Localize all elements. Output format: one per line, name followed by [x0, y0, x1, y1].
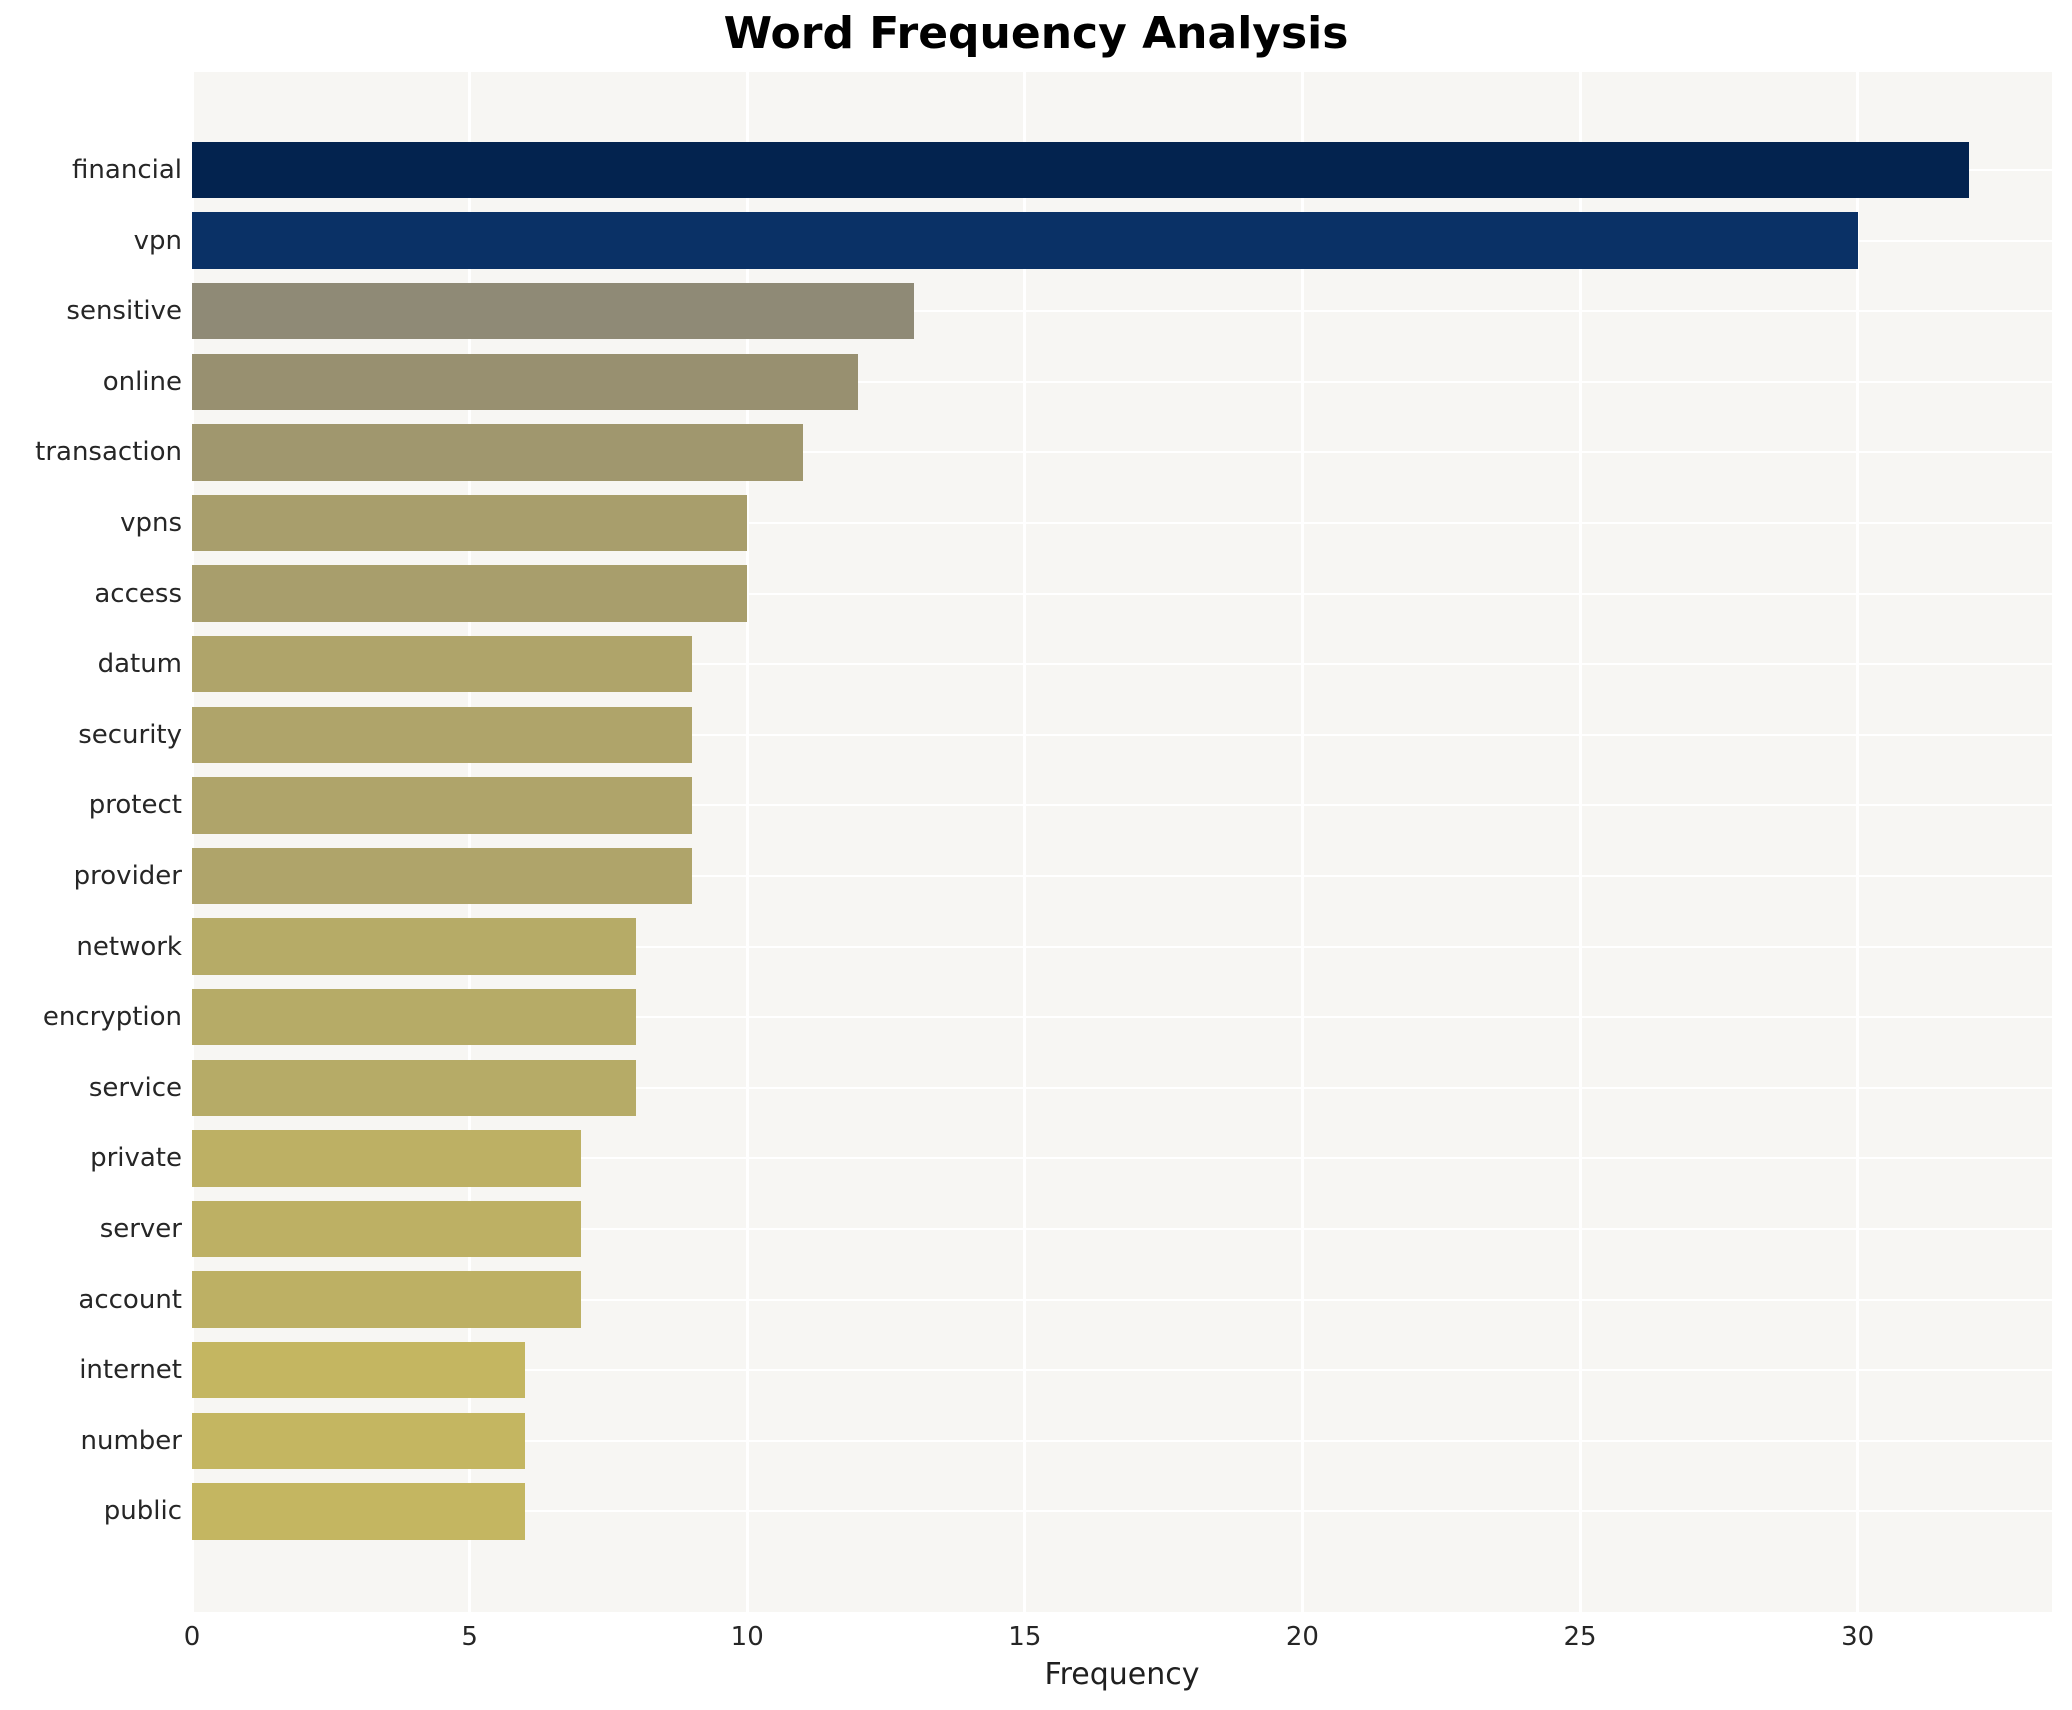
- x-tick-label-20: 20: [1285, 1622, 1319, 1652]
- category-label-protect: protect: [88, 790, 182, 821]
- bar-datum: [192, 635, 692, 693]
- gridline-x: [1023, 72, 1027, 1612]
- category-label-transaction: transaction: [35, 437, 182, 468]
- gridline-y: [192, 1439, 2052, 1442]
- gridline-y: [192, 663, 2052, 666]
- category-label-private: private: [90, 1143, 182, 1174]
- plot-area: [190, 72, 2052, 1612]
- category-label-service: service: [88, 1072, 182, 1103]
- category-label-number: number: [80, 1425, 182, 1456]
- bar-public: [192, 1483, 526, 1540]
- x-tick-label-0: 0: [183, 1622, 201, 1652]
- category-label-vpn: vpn: [133, 225, 182, 256]
- x-tick-label-15: 15: [1008, 1622, 1042, 1652]
- gridline-x: [1578, 72, 1582, 1612]
- gridline-y: [192, 1510, 2052, 1513]
- gridline-y: [192, 592, 2052, 595]
- gridline-y: [192, 451, 2052, 454]
- bar-provider: [192, 847, 692, 905]
- category-label-account: account: [78, 1284, 182, 1315]
- bar-online: [192, 353, 859, 411]
- bar-network: [192, 918, 637, 975]
- bar-internet: [192, 1341, 526, 1399]
- gridline-y: [192, 1369, 2052, 1372]
- category-label-public: public: [103, 1496, 182, 1527]
- gridline-x: [1300, 72, 1304, 1612]
- category-label-sensitive: sensitive: [66, 296, 182, 327]
- gridline-y: [192, 875, 2052, 877]
- gridline-y: [192, 522, 2052, 524]
- bar-sensitive: [192, 282, 914, 340]
- gridline-y: [192, 1016, 2052, 1019]
- x-axis-title: Frequency: [1044, 1657, 1200, 1692]
- bar-transaction: [192, 424, 803, 481]
- x-tick-label-30: 30: [1841, 1622, 1875, 1652]
- gridline-x: [468, 72, 472, 1612]
- gridline-y: [192, 733, 2052, 736]
- category-label-datum: datum: [97, 649, 182, 680]
- chart-title: Word Frequency Analysis: [723, 8, 1349, 59]
- category-label-server: server: [99, 1214, 182, 1244]
- gridline-y: [192, 945, 2052, 948]
- bar-financial: [192, 141, 1969, 199]
- gridline-y: [192, 1086, 2052, 1089]
- bar-account: [192, 1271, 581, 1328]
- bar-number: [192, 1412, 526, 1470]
- bar-encryption: [192, 988, 637, 1046]
- category-label-encryption: encryption: [42, 1002, 182, 1033]
- category-label-online: online: [102, 366, 182, 397]
- x-tick-label-10: 10: [730, 1622, 764, 1652]
- gridline-x: [745, 72, 749, 1612]
- category-label-network: network: [76, 931, 182, 962]
- bar-service: [192, 1059, 637, 1117]
- gridline-x: [1856, 72, 1860, 1612]
- gridline-y: [192, 310, 2052, 313]
- category-label-security: security: [78, 719, 182, 750]
- category-label-internet: internet: [79, 1355, 182, 1386]
- bar-vpn: [192, 212, 1858, 269]
- bar-protect: [192, 777, 692, 834]
- category-label-vpns: vpns: [120, 508, 182, 538]
- bar-private: [192, 1130, 581, 1187]
- category-label-provider: provider: [73, 861, 182, 891]
- gridline-x: [190, 72, 194, 1612]
- bar-vpns: [192, 494, 748, 552]
- gridline-y: [192, 1228, 2052, 1230]
- gridline-y: [192, 804, 2052, 807]
- bar-security: [192, 706, 692, 764]
- bar-access: [192, 565, 748, 622]
- bar-server: [192, 1200, 581, 1258]
- x-tick-label-25: 25: [1563, 1622, 1597, 1652]
- x-tick-label-5: 5: [461, 1622, 478, 1652]
- gridline-y: [192, 1298, 2052, 1301]
- gridline-y: [192, 1157, 2052, 1160]
- category-label-financial: financial: [72, 155, 182, 185]
- category-label-access: access: [94, 578, 182, 609]
- gridline-y: [192, 380, 2052, 383]
